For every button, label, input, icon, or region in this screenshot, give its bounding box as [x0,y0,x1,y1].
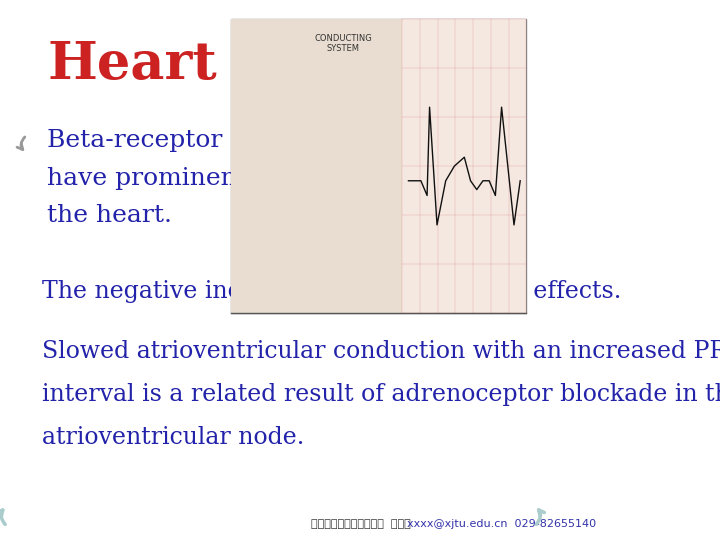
FancyBboxPatch shape [231,19,402,313]
FancyBboxPatch shape [231,19,526,313]
Text: CONDUCTING
SYSTEM: CONDUCTING SYSTEM [314,33,372,53]
Text: have prominent effects on: have prominent effects on [47,167,379,190]
Text: The negative inotropic and chronotropic effects.: The negative inotropic and chronotropic … [42,280,621,303]
Text: the heart.: the heart. [47,205,172,227]
Text: Beta-receptor antagonists: Beta-receptor antagonists [47,129,377,152]
Text: atrioventricular node.: atrioventricular node. [42,426,304,449]
Text: xxxx@xjtu.edu.cn  029-82655140: xxxx@xjtu.edu.cn 029-82655140 [407,519,595,529]
Text: interval is a related result of adrenoceptor blockade in the: interval is a related result of adrenoce… [42,383,720,406]
Text: Slowed atrioventricular conduction with an increased PR: Slowed atrioventricular conduction with … [42,340,720,362]
FancyBboxPatch shape [402,19,526,313]
Text: 西安交大医学院药理学系  高厄亞: 西安交大医学院药理学系 高厄亞 [311,519,410,529]
Text: Heart: Heart [47,39,217,90]
